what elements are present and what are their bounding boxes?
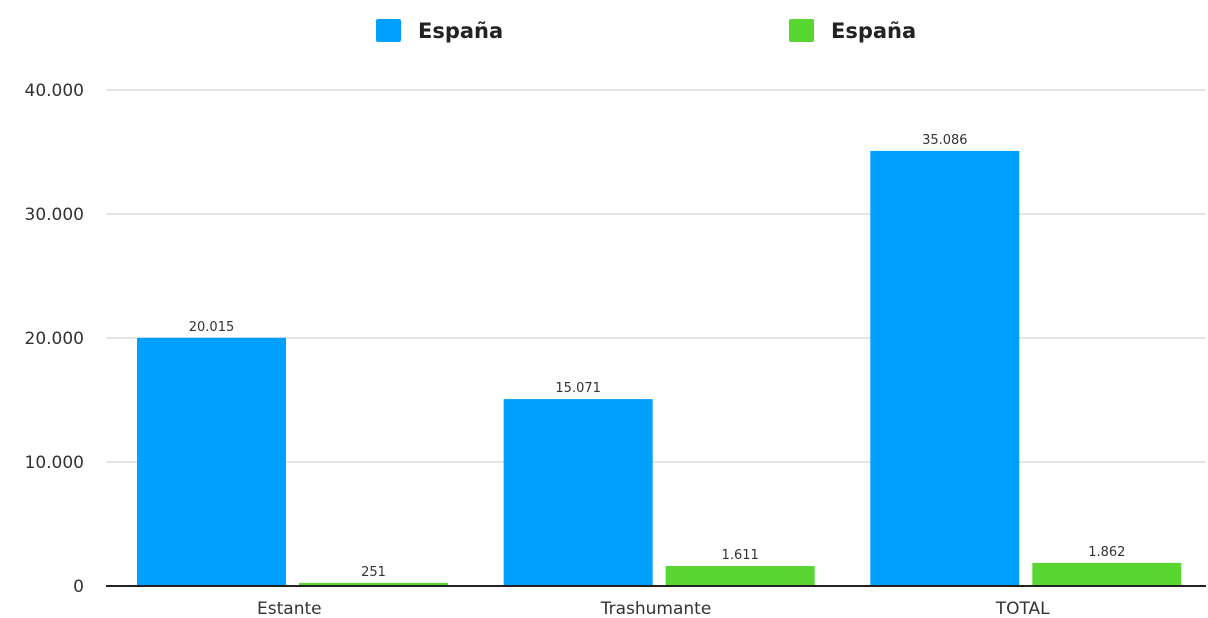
legend-swatch-1 bbox=[376, 19, 401, 42]
chart-data-labels: 20.015 251 15.071 1.611 35.086 1.862 bbox=[189, 133, 1126, 580]
bar-trashumante-series-2 bbox=[665, 566, 815, 586]
data-label: 35.086 bbox=[922, 133, 968, 148]
y-tick-label: 20.000 bbox=[25, 329, 84, 349]
x-category-label: TOTAL bbox=[995, 599, 1050, 618]
y-tick-label: 30.000 bbox=[25, 205, 84, 225]
y-axis-ticks: 0 10.000 20.000 30.000 40.000 bbox=[25, 81, 84, 597]
y-tick-label: 10.000 bbox=[25, 453, 84, 473]
bar-total-series-2 bbox=[1032, 562, 1182, 586]
bar-estante-series-1 bbox=[137, 337, 286, 586]
bar-trashumante-series-1 bbox=[503, 399, 653, 586]
chart-gridlines bbox=[106, 89, 1206, 463]
legend-swatch-2 bbox=[789, 19, 814, 42]
x-axis: Estante Trashumante TOTAL bbox=[106, 585, 1206, 618]
data-label: 20.015 bbox=[189, 320, 235, 335]
data-label: 15.071 bbox=[555, 381, 601, 396]
y-tick-label: 0 bbox=[73, 577, 84, 597]
x-category-label: Trashumante bbox=[600, 599, 712, 618]
x-category-label: Estante bbox=[257, 599, 322, 618]
bar-total-series-1 bbox=[870, 150, 1020, 586]
legend-label-2: España bbox=[831, 19, 916, 43]
data-label: 1.862 bbox=[1088, 545, 1125, 560]
data-label: 1.611 bbox=[722, 548, 759, 563]
y-tick-label: 40.000 bbox=[25, 81, 84, 101]
data-label: 251 bbox=[361, 565, 386, 580]
chart-legend: España España bbox=[376, 19, 916, 43]
bar-estante-series-2 bbox=[299, 582, 448, 586]
legend-label-1: España bbox=[418, 19, 503, 43]
chart-bars bbox=[137, 150, 1182, 586]
